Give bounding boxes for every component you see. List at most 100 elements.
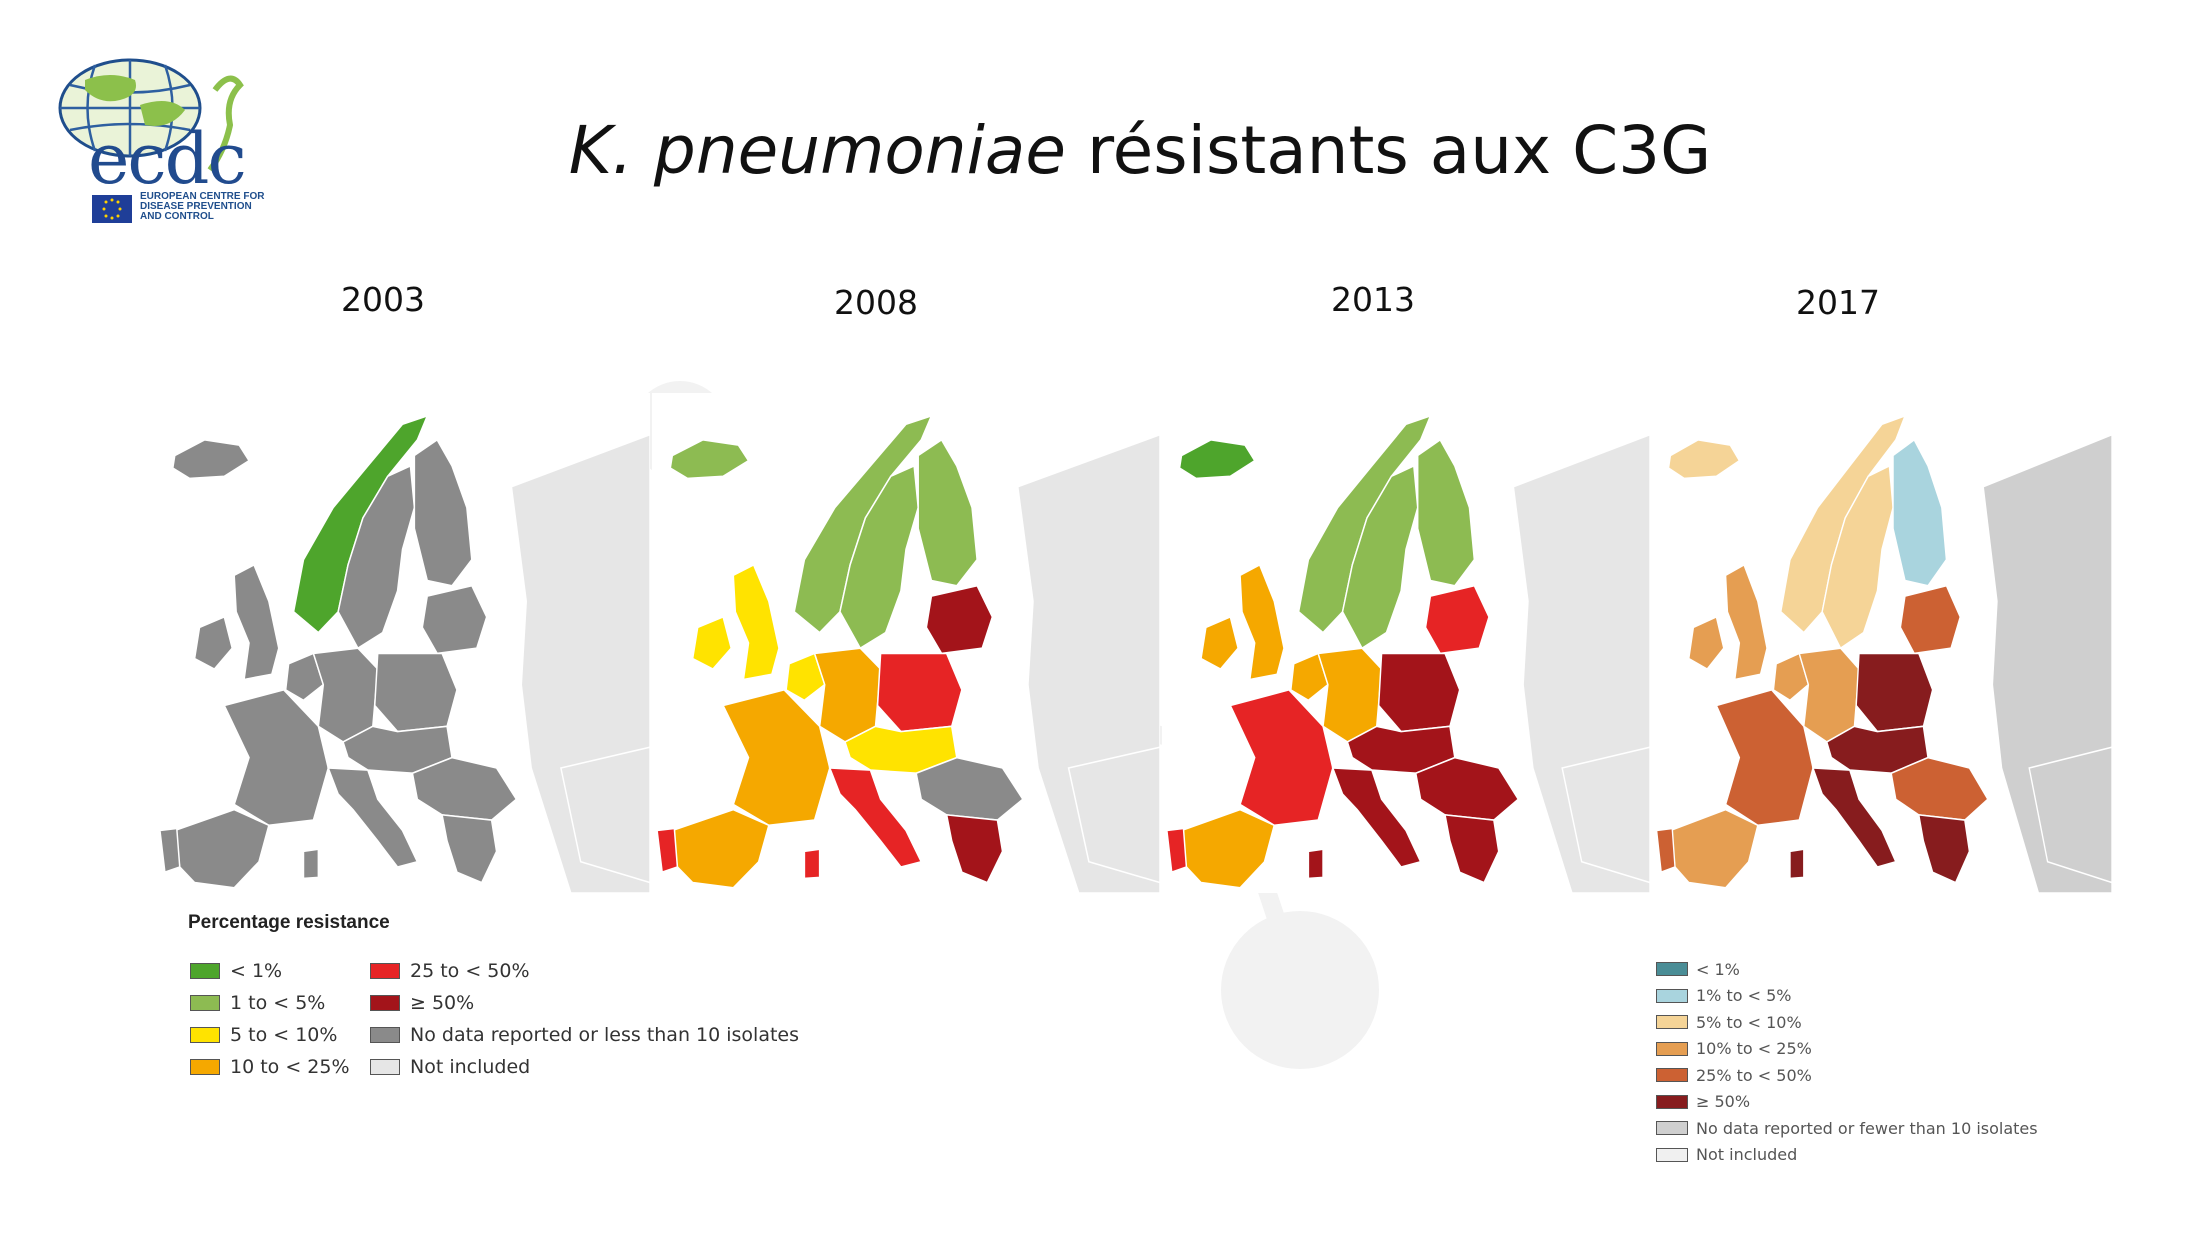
- legend-label: ≥ 50%: [410, 992, 475, 1014]
- legend-2017-item: 1% to < 5%: [1656, 983, 2038, 1010]
- region-balkan: [1890, 756, 1989, 821]
- region-uk: [1724, 563, 1768, 681]
- region-iberia: [1180, 808, 1276, 889]
- year-label-2008: 2008: [834, 283, 918, 322]
- region-baltic: [1424, 584, 1490, 655]
- region-benelux: [1772, 652, 1810, 702]
- region-france: [722, 689, 831, 827]
- map-2013: [1162, 393, 1650, 893]
- legend-label: 25% to < 50%: [1696, 1065, 1812, 1085]
- region-benelux: [284, 652, 325, 702]
- region-france: [223, 689, 330, 827]
- region-balkan: [411, 756, 518, 821]
- year-label-2013: 2013: [1331, 280, 1415, 319]
- region-italy: [1307, 848, 1324, 880]
- slide-title: K. pneumoniae résistants aux C3G: [0, 112, 2200, 189]
- legend-main-item: Not included: [370, 1051, 799, 1083]
- legend-label: 1 to < 5%: [230, 992, 326, 1014]
- ecdc-logo: [40, 30, 280, 230]
- legend-label: 10 to < 25%: [230, 1056, 350, 1078]
- region-benelux: [1290, 652, 1329, 702]
- legend-swatch: [190, 1027, 220, 1043]
- legend-main: Percentage resistance: [188, 912, 390, 934]
- year-label-2003: 2003: [341, 280, 425, 319]
- region-italy: [1789, 848, 1805, 880]
- region-greece: [441, 813, 498, 884]
- legend-main-col2: 25 to < 50% ≥ 50% No data reported or less…: [370, 955, 799, 1083]
- region-baltic: [421, 584, 488, 655]
- legend-label: 10% to < 25%: [1696, 1039, 1812, 1059]
- legend-swatch: [370, 963, 400, 979]
- region-east: [560, 746, 650, 884]
- legend-swatch: [370, 1059, 400, 1075]
- legend-main-item: < 1%: [190, 955, 350, 987]
- legend-main-item: 25 to < 50%: [370, 955, 799, 987]
- region-italy: [302, 848, 320, 880]
- legend-label: No data reported or fewer than 10 isolat…: [1696, 1118, 2038, 1138]
- region-uk: [732, 563, 780, 681]
- legend-swatch: [1656, 962, 1688, 977]
- legend-label: 1% to < 5%: [1696, 986, 1792, 1006]
- region-balkan: [915, 756, 1024, 821]
- legend-label: Not included: [1696, 1145, 1798, 1165]
- region-iberia: [1669, 808, 1759, 889]
- region-benelux: [785, 652, 826, 702]
- legend-swatch: [1656, 1147, 1688, 1162]
- region-uk: [233, 563, 280, 681]
- legend-title: Percentage resistance: [188, 912, 390, 933]
- legend-2017-item: No data reported or fewer than 10 isolat…: [1656, 1115, 2038, 1142]
- region-uk: [1200, 615, 1239, 671]
- legend-label: Not included: [410, 1056, 531, 1078]
- legend-label: No data reported or less than 10 isolate…: [410, 1024, 800, 1046]
- region-finland: [413, 438, 473, 587]
- legend-label: 25 to < 50%: [410, 960, 530, 982]
- region-poland: [374, 652, 458, 733]
- legend-2017-item: Not included: [1656, 1142, 2038, 1169]
- year-label-2017: 2017: [1796, 283, 1880, 322]
- region-iceland: [669, 439, 750, 480]
- region-poland: [1377, 652, 1461, 733]
- legend-swatch: [1656, 1041, 1688, 1056]
- legend-main-item: No data reported or less than 10 isolate…: [370, 1019, 799, 1051]
- legend-label: < 1%: [230, 960, 283, 982]
- globe-icon: [58, 58, 244, 172]
- legend-label: ≥ 50%: [1696, 1092, 1751, 1112]
- region-uk: [691, 615, 733, 671]
- legend-swatch: [1656, 988, 1688, 1003]
- region-greece: [945, 813, 1004, 884]
- region-portugal: [1655, 827, 1676, 874]
- legend-swatch: [190, 995, 220, 1011]
- region-france: [1229, 689, 1334, 827]
- region-italy: [1331, 767, 1422, 868]
- legend-main-item: 1 to < 5%: [190, 987, 350, 1019]
- legend-2017-item: 25% to < 50%: [1656, 1062, 2038, 1089]
- region-italy: [327, 767, 419, 868]
- region-finland: [1892, 438, 1948, 587]
- region-italy: [828, 767, 923, 868]
- legend-main-item: ≥ 50%: [370, 987, 799, 1019]
- title-rest: résistants aux C3G: [1065, 112, 1712, 189]
- legend-swatch: [1656, 1094, 1688, 1109]
- logo-organization-name: EUROPEAN CENTRE FOR DISEASE PREVENTION A…: [140, 191, 265, 222]
- legend-swatch: [190, 963, 220, 979]
- region-greece: [1917, 813, 1971, 884]
- region-germany: [312, 647, 379, 743]
- legend-main-item: 5 to < 10%: [190, 1019, 350, 1051]
- region-east: [1561, 746, 1650, 884]
- region-baltic: [1899, 584, 1961, 655]
- region-italy: [803, 848, 821, 880]
- region-uk: [193, 615, 234, 671]
- legend-2017-item: 10% to < 25%: [1656, 1036, 2038, 1063]
- legend-main-col1: < 1% 1 to < 5% 5 to < 10% 10 to < 25%: [190, 955, 350, 1083]
- region-east: [2028, 746, 2112, 884]
- region-finland: [1416, 438, 1476, 587]
- title-species: K. pneumoniae: [568, 112, 1066, 189]
- region-iceland: [1667, 439, 1741, 480]
- legend-swatch: [1656, 1121, 1688, 1136]
- legend-label: 5 to < 10%: [230, 1024, 338, 1046]
- map-2003: [155, 393, 650, 893]
- legend-swatch: [1656, 1068, 1688, 1083]
- region-portugal: [656, 827, 679, 874]
- region-italy: [1811, 767, 1897, 868]
- region-iberia: [671, 808, 770, 889]
